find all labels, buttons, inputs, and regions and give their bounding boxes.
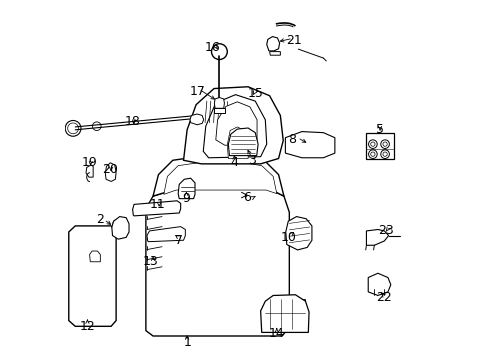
Text: 18: 18 bbox=[124, 115, 140, 128]
Text: 16: 16 bbox=[204, 41, 221, 54]
Polygon shape bbox=[203, 95, 266, 158]
Bar bbox=[318, 138, 328, 152]
Circle shape bbox=[251, 189, 264, 202]
Text: 17: 17 bbox=[189, 85, 204, 98]
Polygon shape bbox=[178, 178, 195, 199]
Text: 1: 1 bbox=[183, 336, 191, 348]
Polygon shape bbox=[260, 295, 308, 332]
Circle shape bbox=[247, 184, 268, 206]
Text: 10: 10 bbox=[280, 231, 296, 244]
Circle shape bbox=[92, 122, 101, 131]
Bar bbox=[292, 138, 303, 152]
Text: 14: 14 bbox=[267, 327, 284, 340]
Bar bbox=[265, 300, 305, 329]
Polygon shape bbox=[112, 217, 129, 239]
Circle shape bbox=[320, 141, 327, 149]
Text: 13: 13 bbox=[142, 255, 158, 268]
Circle shape bbox=[368, 280, 378, 289]
Polygon shape bbox=[213, 108, 224, 113]
Text: 23: 23 bbox=[378, 224, 393, 238]
Text: 4: 4 bbox=[230, 156, 238, 169]
Polygon shape bbox=[215, 102, 257, 145]
Circle shape bbox=[138, 206, 142, 211]
Circle shape bbox=[307, 141, 314, 149]
Polygon shape bbox=[183, 87, 283, 164]
Circle shape bbox=[108, 170, 114, 176]
Polygon shape bbox=[145, 189, 289, 336]
Circle shape bbox=[164, 231, 169, 236]
Text: 8: 8 bbox=[287, 133, 295, 146]
Text: 5: 5 bbox=[375, 123, 383, 136]
Circle shape bbox=[158, 206, 163, 211]
Bar bbox=[172, 202, 180, 213]
Circle shape bbox=[119, 225, 127, 234]
Circle shape bbox=[174, 231, 179, 236]
Polygon shape bbox=[269, 51, 280, 55]
Polygon shape bbox=[69, 226, 116, 326]
Text: 21: 21 bbox=[285, 34, 301, 48]
Bar bbox=[147, 270, 160, 277]
Polygon shape bbox=[147, 226, 185, 242]
Circle shape bbox=[65, 121, 81, 136]
Polygon shape bbox=[190, 114, 203, 125]
Circle shape bbox=[368, 150, 376, 158]
Text: 3: 3 bbox=[247, 154, 255, 167]
Polygon shape bbox=[89, 251, 100, 262]
Circle shape bbox=[368, 140, 376, 148]
Text: 15: 15 bbox=[247, 87, 263, 100]
Text: 6: 6 bbox=[243, 192, 251, 204]
Bar bbox=[366, 134, 394, 159]
Polygon shape bbox=[366, 229, 388, 245]
Polygon shape bbox=[163, 159, 276, 194]
Text: 2: 2 bbox=[96, 213, 104, 226]
Circle shape bbox=[378, 280, 387, 289]
Circle shape bbox=[119, 220, 127, 228]
Polygon shape bbox=[285, 217, 311, 250]
Text: 12: 12 bbox=[80, 320, 95, 333]
Polygon shape bbox=[228, 128, 258, 156]
Polygon shape bbox=[153, 153, 284, 196]
Circle shape bbox=[154, 231, 159, 236]
Circle shape bbox=[113, 225, 121, 234]
Polygon shape bbox=[266, 37, 279, 51]
Text: 9: 9 bbox=[182, 192, 190, 205]
Text: 19: 19 bbox=[81, 156, 97, 169]
Polygon shape bbox=[227, 127, 248, 158]
Polygon shape bbox=[132, 201, 180, 216]
Circle shape bbox=[168, 206, 173, 211]
Circle shape bbox=[380, 140, 388, 148]
Bar bbox=[147, 256, 160, 262]
Bar bbox=[77, 253, 87, 257]
Circle shape bbox=[211, 44, 227, 59]
Polygon shape bbox=[285, 132, 334, 158]
Bar bbox=[180, 181, 194, 196]
Text: 22: 22 bbox=[375, 291, 391, 304]
Circle shape bbox=[148, 206, 153, 211]
Bar bbox=[147, 242, 160, 248]
Bar bbox=[74, 234, 110, 317]
Bar bbox=[77, 307, 87, 311]
Circle shape bbox=[380, 150, 388, 158]
Text: 20: 20 bbox=[102, 163, 117, 176]
Polygon shape bbox=[367, 273, 390, 296]
Circle shape bbox=[255, 192, 261, 198]
Text: 11: 11 bbox=[149, 198, 165, 211]
Circle shape bbox=[294, 141, 301, 149]
Circle shape bbox=[113, 220, 121, 228]
Text: 7: 7 bbox=[175, 234, 183, 247]
Polygon shape bbox=[214, 98, 224, 108]
Bar bbox=[305, 138, 315, 152]
Circle shape bbox=[216, 103, 222, 108]
Circle shape bbox=[193, 114, 201, 121]
Polygon shape bbox=[105, 163, 116, 181]
